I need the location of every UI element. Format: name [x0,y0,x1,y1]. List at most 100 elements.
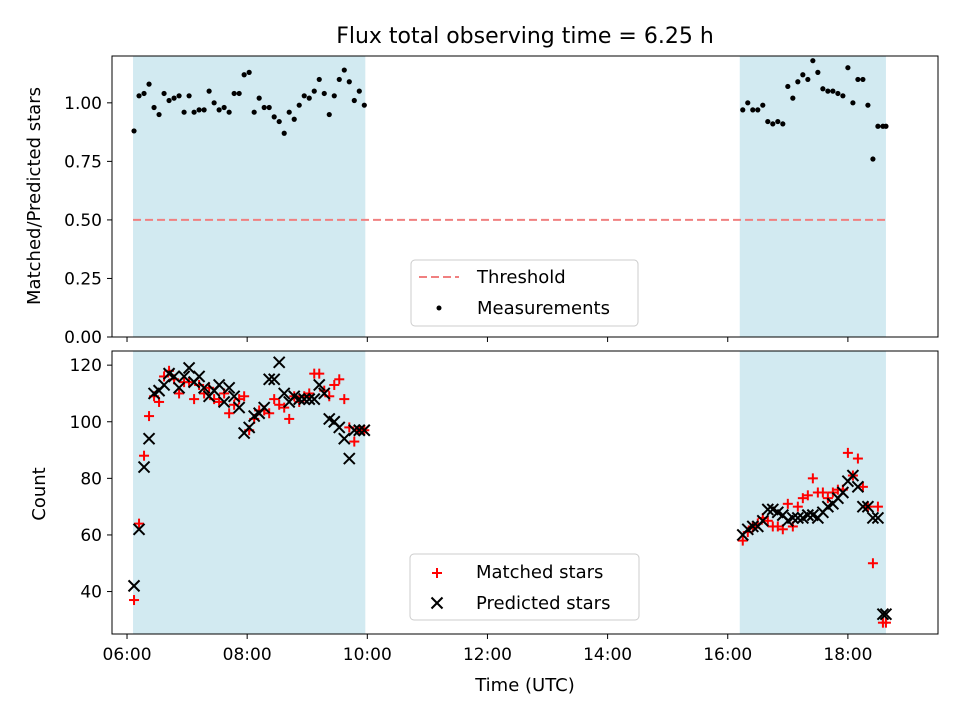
matched-star-point [239,391,250,402]
predicted-star-point [127,579,141,593]
measurement-point [281,130,287,136]
legend-predicted-label: Predicted stars [476,593,610,614]
matched-star-point [817,487,828,498]
measurement-point [301,93,307,99]
legend-predicted-marker [430,596,444,610]
legend-matched-label: Matched stars [476,562,603,583]
predicted-star-point [846,469,860,482]
measurement-point [760,102,766,108]
measurement-point [271,114,277,120]
measurement-point [883,123,889,129]
measurement-point [351,97,357,104]
predicted-star-point [192,370,206,383]
matched-star-point [214,396,225,407]
measurement-point [800,72,806,78]
top-y-tick-label: 0.50 [64,211,102,231]
bottom-y-tick-label: 40 [80,583,102,603]
matched-star-point [274,399,285,410]
top-y-tick-label: 1.00 [64,94,102,114]
measurement-point [750,107,756,113]
legend-matched-swatch [432,568,442,578]
predicted-star-point [212,378,226,392]
bottom-y-tick-label: 80 [80,469,102,489]
matched-star-point [880,617,891,628]
measurement-point [805,76,811,83]
predicted-star-point [272,356,286,369]
measurement-point [241,72,247,78]
measurement-point [770,121,776,127]
predicted-star-point [879,607,893,621]
measurement-point [815,69,821,75]
measurement-point [775,118,781,125]
predicted-star-point [791,511,805,525]
predicted-star-point [242,421,256,434]
measurement-point [845,65,851,71]
predicted-star-point [137,460,151,474]
measurement-point [306,95,312,101]
predicted-star-point [293,392,306,406]
predicted-star-point [348,424,361,437]
predicted-star-point [871,511,885,525]
legend-threshold-label: Threshold [476,267,566,288]
measurement-point [810,58,816,64]
measurement-point [176,93,182,99]
bottom-shaded-span [133,351,366,634]
matched-star-point [737,535,748,546]
measurement-point [236,90,242,97]
measurement-point [276,118,282,125]
predicted-star-point [308,392,321,406]
measurement-point [875,123,881,129]
measurement-point [830,88,836,94]
measurement-point [316,76,322,83]
measurement-point [855,76,861,83]
measurement-point [136,93,142,99]
measurement-point [835,90,841,97]
measurement-point [336,76,342,83]
measurement-point [755,107,761,113]
measurement-point [151,104,157,111]
predicted-star-point [338,432,351,445]
matched-star-point [782,498,793,509]
predicted-star-point [142,432,156,445]
matched-star-point [867,558,878,569]
predicted-star-point [262,373,276,386]
predicted-star-point [177,370,191,383]
matched-star-point [792,501,803,512]
predicted-star-point [313,378,326,392]
x-tick-label: 10:00 [343,645,392,665]
matched-star-point [872,501,883,512]
matched-star-point [842,447,853,458]
measurement-point [256,95,262,101]
matched-star-point [129,595,140,606]
predicted-star-point [333,421,346,434]
predicted-star-point [267,373,281,386]
measurement-point [246,69,252,75]
top-axes-frame [111,55,939,338]
predicted-star-point [167,370,181,383]
top-y-axis-label: Matched/Predicted stars [24,87,45,305]
predicted-star-point [278,387,291,400]
matched-star-point [852,453,863,464]
matched-star-point [284,413,295,424]
predicted-star-point [851,480,865,494]
bottom-y-axis-label: Count [29,467,50,520]
matched-star-point [269,394,280,405]
measurement-point [326,111,332,118]
predicted-star-point [761,503,775,516]
predicted-star-point [132,523,146,536]
predicted-star-point [182,361,196,375]
measurement-point [251,109,257,115]
measurement-point [346,79,352,85]
measurement-point [226,109,232,115]
x-tick-label: 14:00 [583,645,632,665]
top-panel: 0.00 0.25 0.50 0.75 1.00 [64,55,939,348]
measurement-point [745,100,751,106]
measurement-point [356,88,362,94]
bottom-y-tick-label: 100 [70,413,102,433]
matched-star-point [762,515,773,526]
measurement-point [311,88,317,94]
top-shaded-span [739,56,886,337]
measurement-point [331,93,337,99]
predicted-star-point [353,424,366,437]
